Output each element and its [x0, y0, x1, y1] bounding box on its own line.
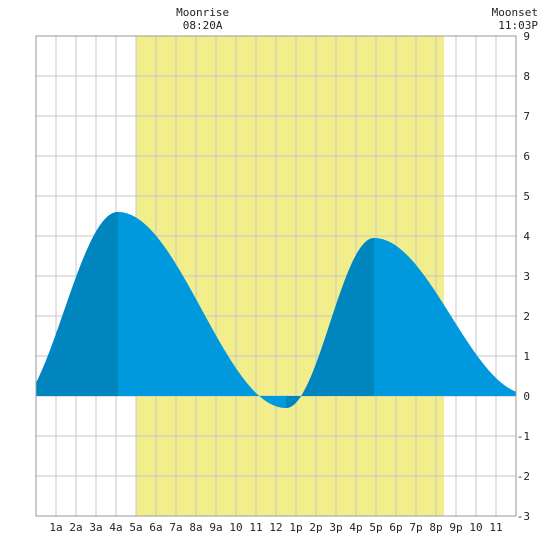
- x-tick-label: 1a: [49, 521, 62, 534]
- x-tick-label: 12: [269, 521, 282, 534]
- tide-area: [36, 212, 516, 408]
- x-tick-label: 7p: [409, 521, 422, 534]
- y-tick-label: 0: [523, 390, 530, 403]
- x-tick-label: 5a: [129, 521, 142, 534]
- x-tick-label: 8p: [429, 521, 442, 534]
- y-tick-label: 6: [523, 150, 530, 163]
- x-tick-label: 11: [249, 521, 262, 534]
- x-tick-label: 8a: [189, 521, 202, 534]
- x-tick-label: 7a: [169, 521, 182, 534]
- y-tick-label: 1: [523, 350, 530, 363]
- x-tick-label: 4p: [349, 521, 362, 534]
- y-tick-label: -3: [517, 510, 530, 523]
- x-tick-label: 1p: [289, 521, 302, 534]
- y-tick-label: 5: [523, 190, 530, 203]
- y-tick-label: 3: [523, 270, 530, 283]
- y-tick-label: 8: [523, 70, 530, 83]
- y-tick-label: 2: [523, 310, 530, 323]
- y-tick-label: -1: [517, 430, 530, 443]
- x-tick-label: 9p: [449, 521, 462, 534]
- x-tick-label: 11: [489, 521, 502, 534]
- y-tick-label: 4: [523, 230, 530, 243]
- y-tick-label: 7: [523, 110, 530, 123]
- moonrise-time: 08:20A: [183, 19, 223, 32]
- tide-area-rising: [36, 212, 118, 396]
- x-tick-label: 4a: [109, 521, 122, 534]
- x-tick-label: 5p: [369, 521, 382, 534]
- x-tick-label: 10: [229, 521, 242, 534]
- x-tick-label: 9a: [209, 521, 222, 534]
- x-tick-label: 6p: [389, 521, 402, 534]
- y-tick-label: 9: [523, 30, 530, 43]
- x-tick-label: 6a: [149, 521, 162, 534]
- plot-frame: [35, 35, 517, 517]
- x-tick-label: 3p: [329, 521, 342, 534]
- x-tick-label: 2p: [309, 521, 322, 534]
- moonset-time: 11:03P: [498, 19, 538, 32]
- tide-area-rising: [286, 238, 374, 408]
- moonrise-label: Moonrise: [176, 6, 229, 19]
- x-tick-label: 10: [469, 521, 482, 534]
- moonset-label: Moonset: [492, 6, 538, 19]
- x-tick-label: 2a: [69, 521, 82, 534]
- y-tick-label: -2: [517, 470, 530, 483]
- x-tick-label: 3a: [89, 521, 102, 534]
